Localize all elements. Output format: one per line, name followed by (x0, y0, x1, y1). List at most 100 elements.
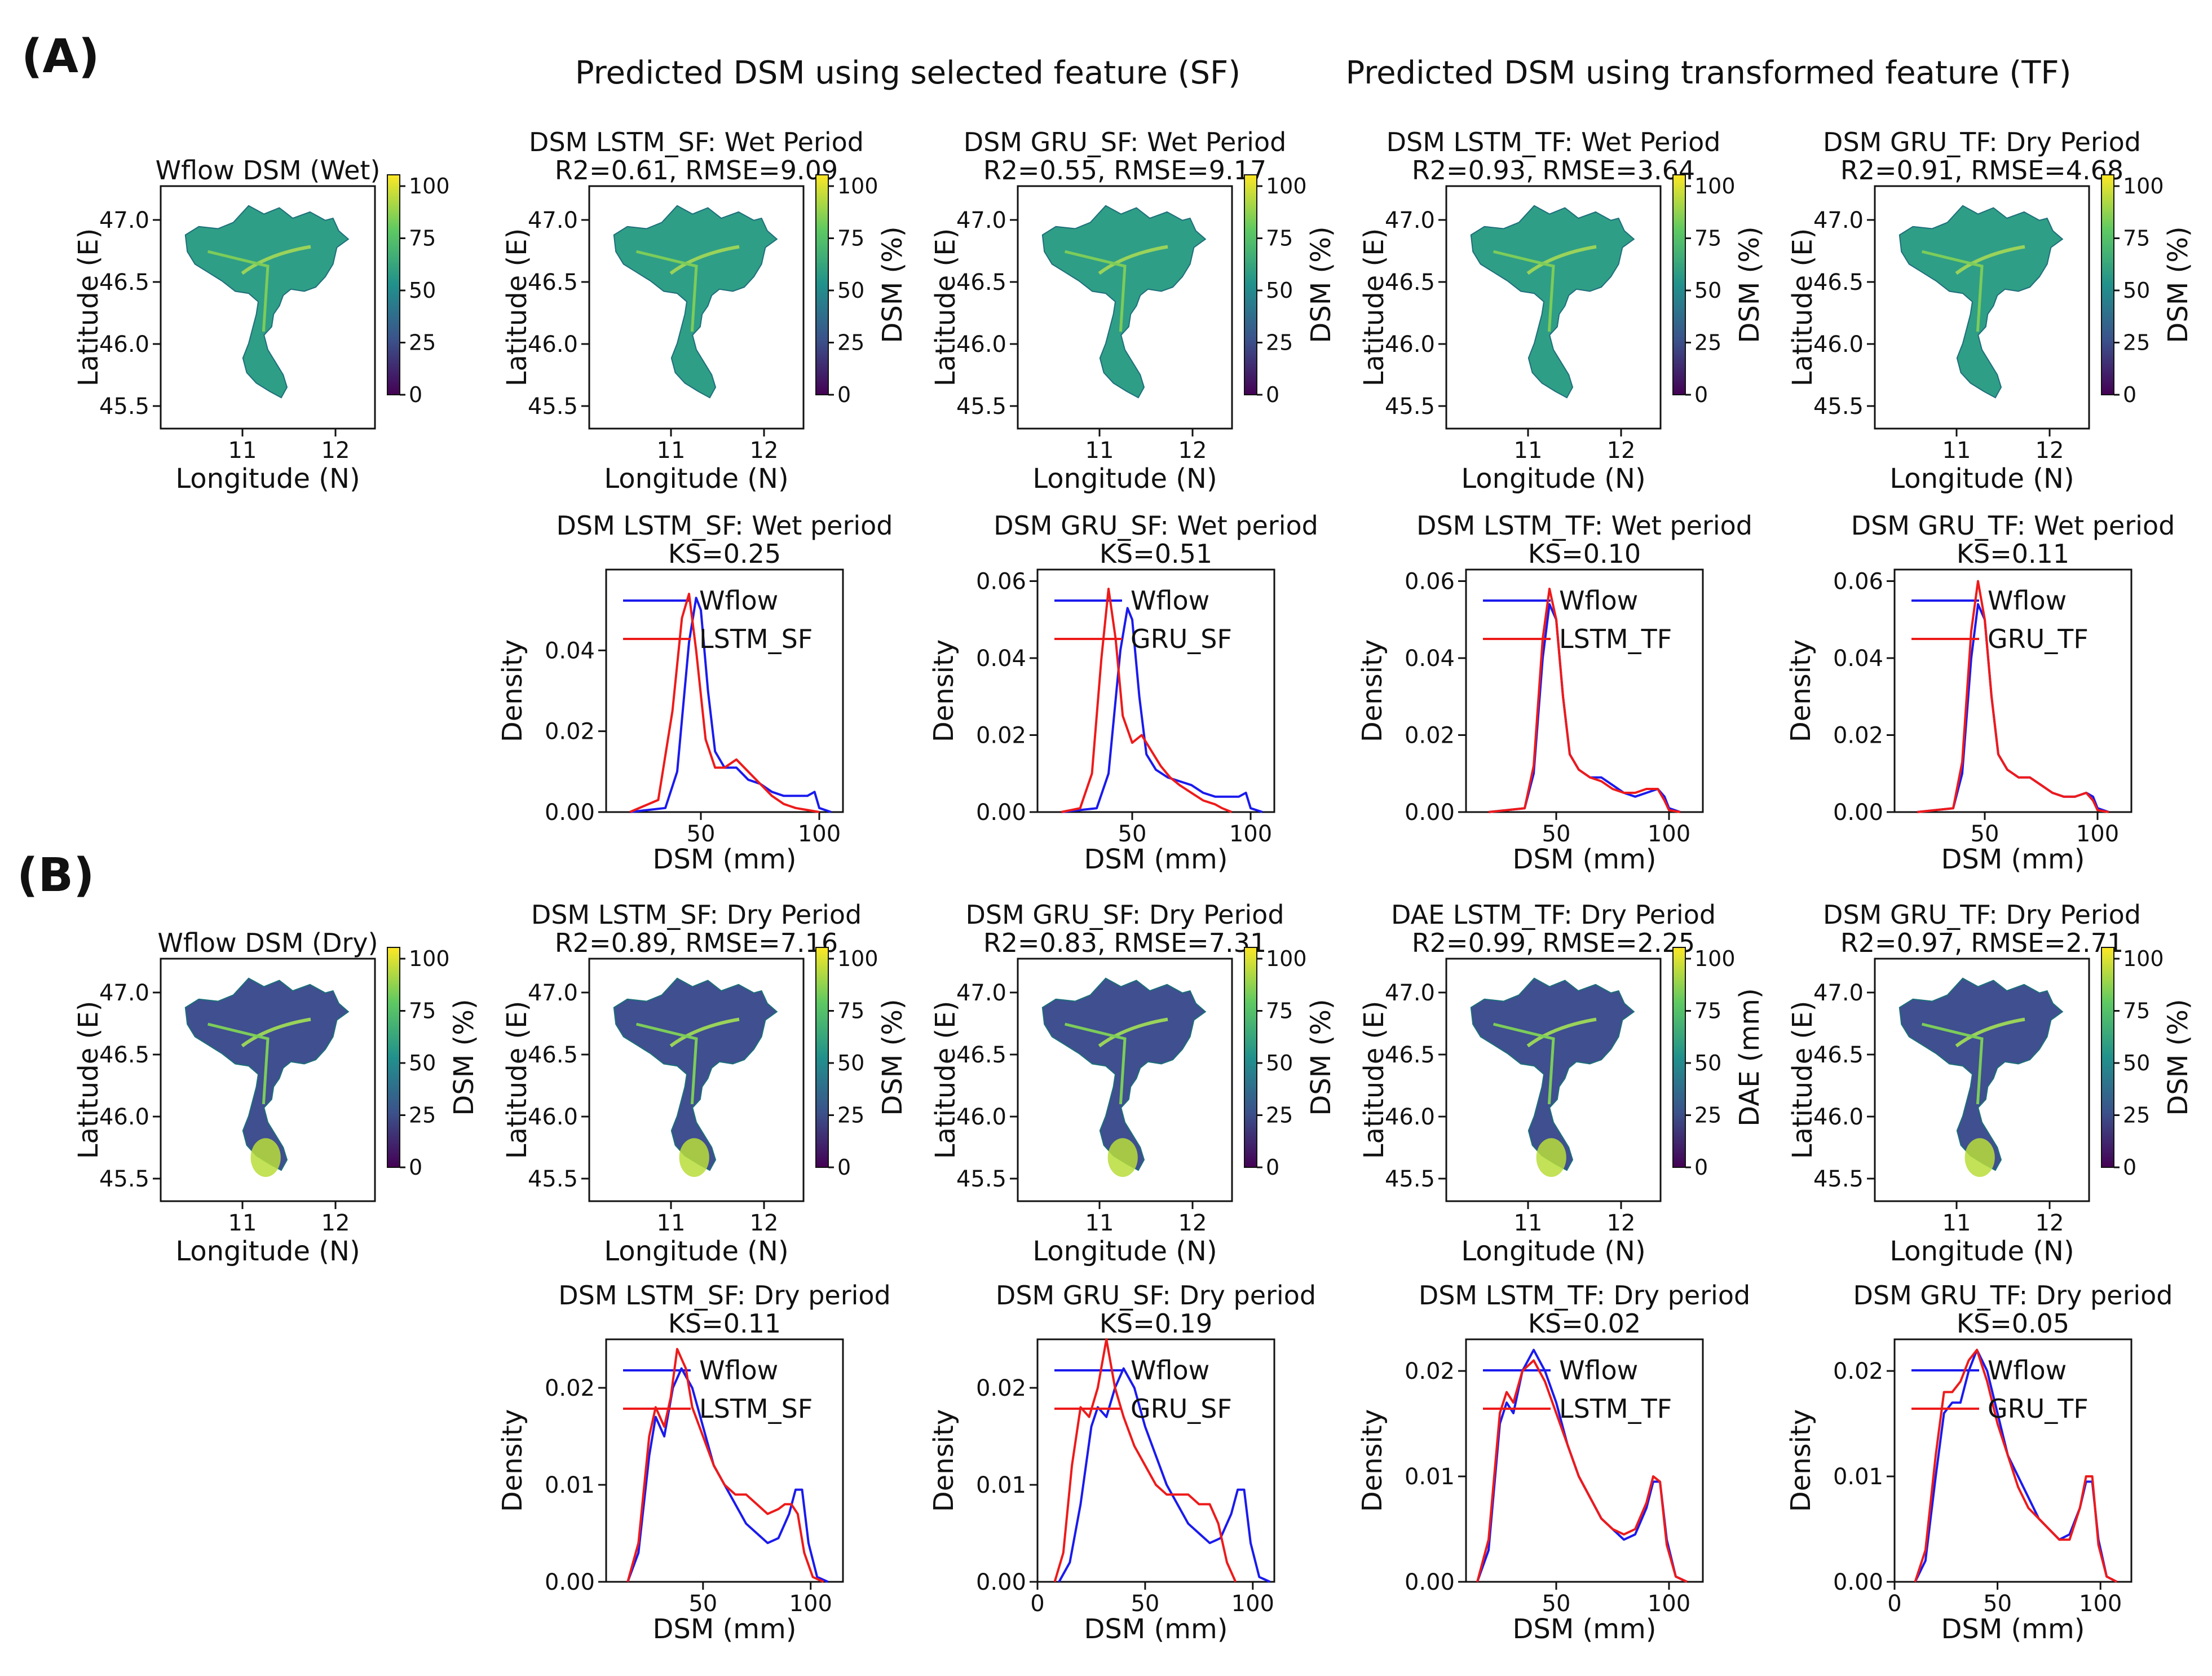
density-ks: KS=0.05 (1957, 1308, 2069, 1339)
density-line-lstm_tf (1488, 588, 1681, 813)
y-tick-label: 47.0 (1385, 980, 1435, 1006)
y-tick-label: 46.5 (99, 270, 149, 295)
x-axis-label: DSM (mm) (1512, 844, 1656, 875)
colorbar-tick-label: 75 (1266, 999, 1293, 1024)
y-axis-label: Density (1785, 639, 1817, 742)
x-tick-label: 11 (1942, 1210, 1971, 1236)
panel-label-b: (B) (17, 849, 94, 902)
colorbar-tick-label: 50 (837, 1051, 864, 1075)
y-tick-label: 0.00 (1405, 800, 1455, 826)
colorbar-tick-label: 100 (1694, 174, 1736, 199)
x-tick-label: 11 (1514, 438, 1543, 464)
density-axes (1893, 568, 2132, 813)
south-high-area (1107, 1138, 1138, 1177)
y-axis-label: Density (497, 639, 528, 742)
y-tick-label: 46.5 (99, 1042, 149, 1068)
map-title: DSM LSTM_SF: Wet Period (529, 127, 864, 157)
river-highlight (1526, 245, 1597, 275)
legend-label: LSTM_SF (699, 624, 813, 654)
y-tick-label: 0.02 (545, 1375, 595, 1401)
x-tick-label: 11 (228, 1210, 257, 1236)
x-tick-label: 11 (657, 438, 686, 464)
map-axes (1445, 185, 1662, 430)
colorbar-tick-label: 25 (2123, 330, 2150, 355)
y-tick-label: 45.5 (99, 1166, 149, 1192)
map-metrics: R2=0.93, RMSE=3.64 (1412, 155, 1695, 186)
y-tick-label: 45.5 (1385, 1166, 1435, 1192)
x-tick-label: 100 (1648, 821, 1690, 847)
colorbar-tick-label: 100 (2123, 946, 2164, 971)
colorbar-tick-label: 75 (837, 999, 864, 1024)
header-selected-feature: Predicted DSM using selected feature (SF… (575, 55, 1240, 91)
y-tick-label: 47.0 (956, 208, 1006, 233)
density-ks: KS=0.19 (1100, 1308, 1212, 1339)
y-axis-label: Density (928, 1409, 960, 1512)
x-axis-label: Longitude (N) (604, 463, 788, 495)
y-axis-label: Density (497, 1409, 528, 1512)
y-axis-label: Latitude (E) (501, 1001, 533, 1159)
colorbar-tick-label: 75 (409, 226, 436, 251)
density-title: DSM LSTM_TF: Wet period (1416, 510, 1752, 541)
river-highlight (669, 245, 740, 275)
colorbar-tick-label: 75 (1694, 999, 1721, 1024)
y-tick-label: 47.0 (1813, 208, 1864, 233)
y-axis-label: Latitude (E) (73, 1001, 104, 1159)
y-tick-label: 0.02 (1833, 1359, 1883, 1384)
y-tick-label: 47.0 (1813, 980, 1864, 1006)
map-metrics: R2=0.55, RMSE=9.17 (983, 155, 1266, 186)
y-tick-label: 47.0 (99, 208, 149, 233)
valley-highlight (636, 250, 698, 332)
density-title: DSM LSTM_SF: Dry period (558, 1280, 890, 1311)
x-tick-label: 50 (1131, 1591, 1159, 1617)
y-tick-label: 0.02 (1405, 1359, 1455, 1384)
x-axis-label: DSM (mm) (1512, 1613, 1656, 1645)
y-axis-label: Density (928, 639, 960, 742)
y-tick-label: 0.06 (1405, 568, 1455, 594)
x-tick-label: 11 (1942, 438, 1971, 464)
colorbar (1244, 174, 1257, 395)
map-title: DSM GRU_TF: Dry Period (1823, 127, 2141, 157)
colorbar (387, 947, 400, 1168)
legend-label: Wflow (1131, 585, 1209, 616)
river-highlight (1098, 1017, 1168, 1048)
colorbar-tick-label: 50 (1266, 1051, 1293, 1075)
density-line-lstm_sf (626, 1348, 824, 1583)
valley-highlight (207, 250, 270, 332)
x-axis-label: DSM (mm) (1084, 1613, 1228, 1645)
x-tick-label: 11 (1085, 1210, 1114, 1236)
map-grid: Wflow DSM (Wet)47.046.546.045.511 12Longi… (73, 127, 2194, 1267)
y-tick-label: 45.5 (1813, 394, 1864, 420)
density-line-gru_tf (1917, 580, 2109, 813)
south-high-area (679, 1138, 709, 1177)
y-tick-label: 45.5 (528, 1166, 578, 1192)
x-tick-label: 50 (1983, 1591, 2012, 1617)
x-axis-label: Longitude (N) (1889, 463, 2074, 495)
map-panel-dry-0: Wflow DSM (Dry) 47.0 46.5 46.0 45.5 11 12Longi… (73, 928, 480, 1267)
colorbar-tick-label: 0 (1694, 382, 1708, 407)
header-transformed-feature: Predicted DSM using transformed feature … (1346, 55, 2072, 91)
y-tick-label: 0.00 (976, 1569, 1026, 1595)
y-tick-label: 46.5 (1385, 1042, 1435, 1068)
y-tick-label: 46.5 (956, 1042, 1006, 1068)
x-tick-label: 12 (1178, 438, 1207, 464)
map-title: DSM GRU_SF: Wet Period (964, 127, 1287, 157)
x-tick-label: 100 (1231, 1591, 1274, 1617)
colorbar-tick-label: 0 (1266, 382, 1279, 407)
y-tick-label: 46.0 (1813, 332, 1864, 358)
colorbar-tick-label: 100 (409, 174, 450, 199)
y-tick-label: 0.02 (545, 719, 595, 745)
y-axis-label: Density (1357, 1409, 1388, 1512)
colorbar (1244, 947, 1257, 1168)
colorbar-tick-label: 0 (837, 382, 851, 407)
map-axes (1874, 185, 2090, 430)
y-tick-label: 0.04 (976, 646, 1026, 672)
map-metrics: R2=0.99, RMSE=2.25 (1412, 928, 1695, 958)
legend-label: GRU_TF (1988, 624, 2089, 654)
